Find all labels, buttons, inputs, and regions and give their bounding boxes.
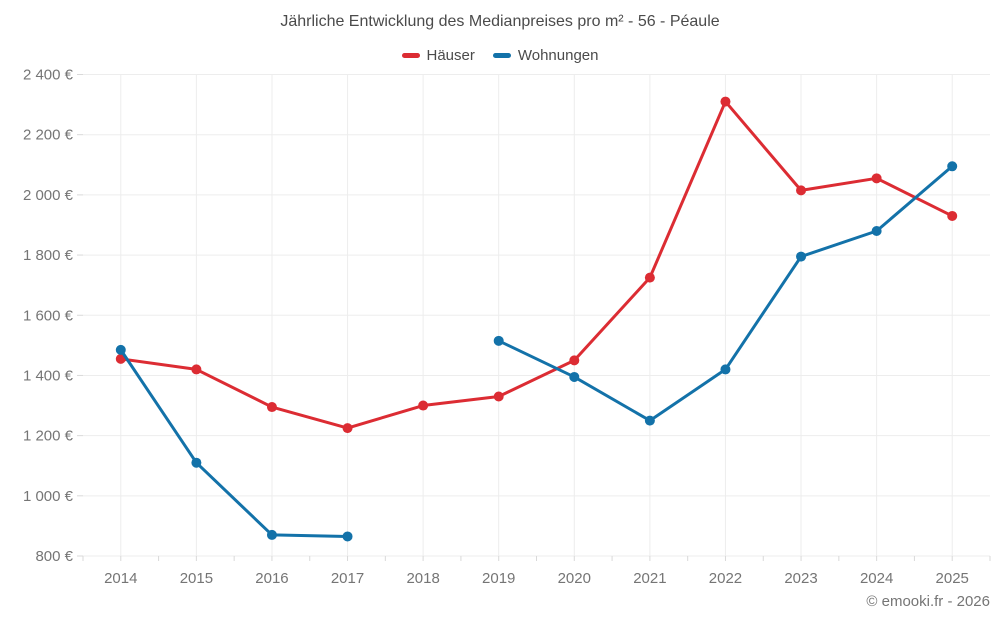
chart-title: Jährliche Entwicklung des Medianpreises … <box>280 13 720 30</box>
svg-text:2021: 2021 <box>633 570 666 587</box>
svg-text:1 800 €: 1 800 € <box>23 247 74 264</box>
svg-text:2024: 2024 <box>860 570 893 587</box>
copyright-footer: © emooki.fr - 2026 <box>866 593 990 610</box>
svg-text:2020: 2020 <box>558 570 591 587</box>
svg-text:2 000 €: 2 000 € <box>23 187 74 204</box>
svg-text:2025: 2025 <box>936 570 969 587</box>
svg-text:2017: 2017 <box>331 570 364 587</box>
svg-text:2 400 €: 2 400 € <box>23 67 74 84</box>
svg-text:2022: 2022 <box>709 570 742 587</box>
svg-text:2019: 2019 <box>482 570 515 587</box>
legend-label-wohnungen: Wohnungen <box>517 47 599 64</box>
svg-text:2015: 2015 <box>180 570 213 587</box>
svg-text:1 200 €: 1 200 € <box>23 428 74 445</box>
svg-text:1 400 €: 1 400 € <box>23 367 74 384</box>
legend-item-hauser[interactable]: Häuser <box>401 47 475 64</box>
svg-text:2023: 2023 <box>784 570 817 587</box>
svg-text:2 200 €: 2 200 € <box>23 127 74 144</box>
chart-legend: Häuser Wohnungen <box>0 47 1000 64</box>
svg-text:2018: 2018 <box>406 570 439 587</box>
legend-label-hauser: Häuser <box>426 47 475 64</box>
svg-text:800 €: 800 € <box>35 548 73 565</box>
svg-text:1 600 €: 1 600 € <box>23 307 74 324</box>
svg-text:2014: 2014 <box>104 570 137 587</box>
legend-swatch-wohnungen <box>492 53 511 58</box>
legend-swatch-hauser <box>401 53 420 58</box>
svg-text:2016: 2016 <box>255 570 288 587</box>
legend-item-wohnungen[interactable]: Wohnungen <box>492 47 599 64</box>
svg-text:1 000 €: 1 000 € <box>23 488 74 505</box>
